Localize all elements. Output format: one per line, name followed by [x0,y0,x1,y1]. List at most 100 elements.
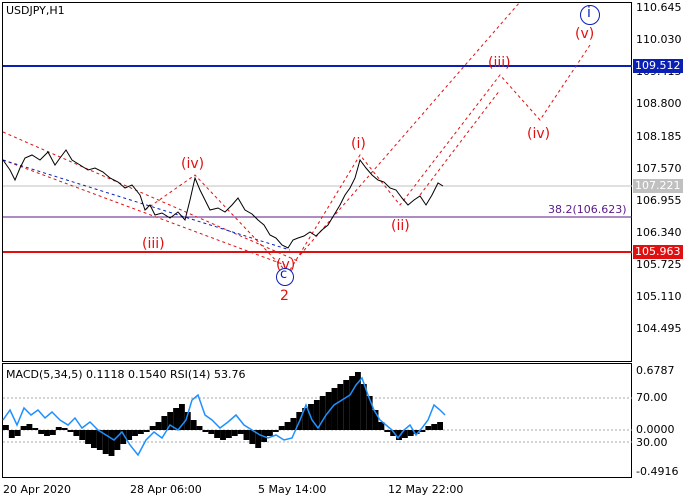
time-tick-2: 5 May 14:00 [258,483,327,496]
macd-bar [49,430,56,435]
macd-bar [425,426,432,430]
price-tick-8: 105.725 [636,258,682,271]
price-series [2,149,444,249]
wave-label-i-circle [580,5,600,25]
macd-bar [179,404,185,430]
macd-bar [378,422,385,430]
left-channel-lower [2,159,286,266]
wave-path-left [144,174,284,269]
macd-bar [407,430,414,436]
macd-bar [384,430,391,432]
macd-bar [243,430,250,440]
macd-bar [437,422,443,430]
current-price-tag: 107.221 [633,179,683,193]
macd-bar [313,400,320,430]
macd-bar [225,430,232,438]
wave-label-iii-right: (iii) [488,55,511,71]
macd-bar [143,430,150,432]
macd-bar [32,428,39,430]
macd-bar [73,430,80,436]
wave-label-i-circle-text: i [587,5,591,21]
indicator-tick-0: 0.6787 [636,364,675,377]
macd-bar [20,426,27,430]
macd-bar [149,426,156,430]
macd-bar [390,430,397,436]
macd-bar [108,430,115,456]
macd-bar [202,430,209,432]
macd-bar [431,424,438,430]
macd-histogram [3,372,443,456]
wave-label-v-right: (v) [575,26,595,42]
wave-label-iv-right: (iv) [527,126,551,142]
wave-label-c: c [280,267,288,282]
macd-bar [396,430,402,440]
macd-bar [55,427,62,430]
macd-bar [249,430,256,444]
macd-bar [190,420,197,430]
rsi-series [2,376,446,457]
wave-label-i: (i) [351,136,366,152]
macd-bar [161,416,168,430]
price-tick-0: 110.645 [636,1,682,14]
macd-bar [167,412,174,430]
indicator-tick-2: 0.0000 [636,423,675,436]
macd-bar [208,430,215,434]
price-chart-panel[interactable] [2,2,632,362]
macd-bar [102,430,109,454]
macd-bar [61,428,68,430]
price-tick-10: 104.495 [636,322,682,335]
price-tick-5: 107.570 [636,162,682,175]
macd-bar [343,380,350,430]
wave-label-2: 2 [280,288,289,304]
resistance-tag: 109.512 [633,59,683,73]
macd-bar [331,388,338,430]
macd-bar [114,430,121,450]
right-channel-lower [419,89,501,196]
price-tick-1: 110.030 [636,33,682,46]
macd-bar [126,430,133,440]
wave-path-right [289,44,591,271]
macd-bar [196,426,203,430]
macd-bar [3,425,9,430]
time-tick-3: 12 May 22:00 [388,483,464,496]
macd-bar [38,430,45,434]
macd-bar [14,430,21,436]
wave-label-c-circle [276,268,294,286]
macd-bar [85,430,91,444]
indicator-tick-4: -0.4916 [636,465,679,478]
indicator-tick-1: 70.00 [636,391,668,404]
macd-bar [278,426,285,430]
macd-bar [290,418,297,430]
price-tick-3: 108.800 [636,97,682,110]
macd-bar [132,430,138,436]
left-channel-upper [2,131,301,263]
macd-bar [272,430,279,432]
macd-bar [173,408,179,430]
macd-bar [155,422,162,430]
time-tick-1: 28 Apr 06:00 [130,483,202,496]
macd-bar [349,376,355,430]
price-tick-7: 106.340 [636,226,682,239]
macd-bar [401,430,408,438]
macd-bar [231,430,238,436]
macd-bar [44,430,50,436]
symbol-label: USDJPY,H1 [6,4,65,17]
macd-bar [302,408,309,430]
macd-bar [120,430,127,444]
macd-bar [67,430,74,432]
macd-bar [419,430,426,432]
macd-bar [137,430,144,434]
macd-bar [360,384,367,430]
wave-label-iv-left: (iv) [181,156,205,172]
macd-bar [372,410,379,430]
indicator-tick-3: 30.00 [636,436,668,449]
macd-bar [255,430,262,448]
indicator-label: MACD(5,34,5) 0.1118 0.1540 RSI(14) 53.76 [6,368,246,381]
wave-label-ii: (ii) [391,218,410,234]
macd-bar [8,430,15,438]
macd-bar [366,396,373,430]
right-channel-upper [299,1,521,256]
macd-bar [91,430,97,448]
macd-bar [237,430,244,434]
